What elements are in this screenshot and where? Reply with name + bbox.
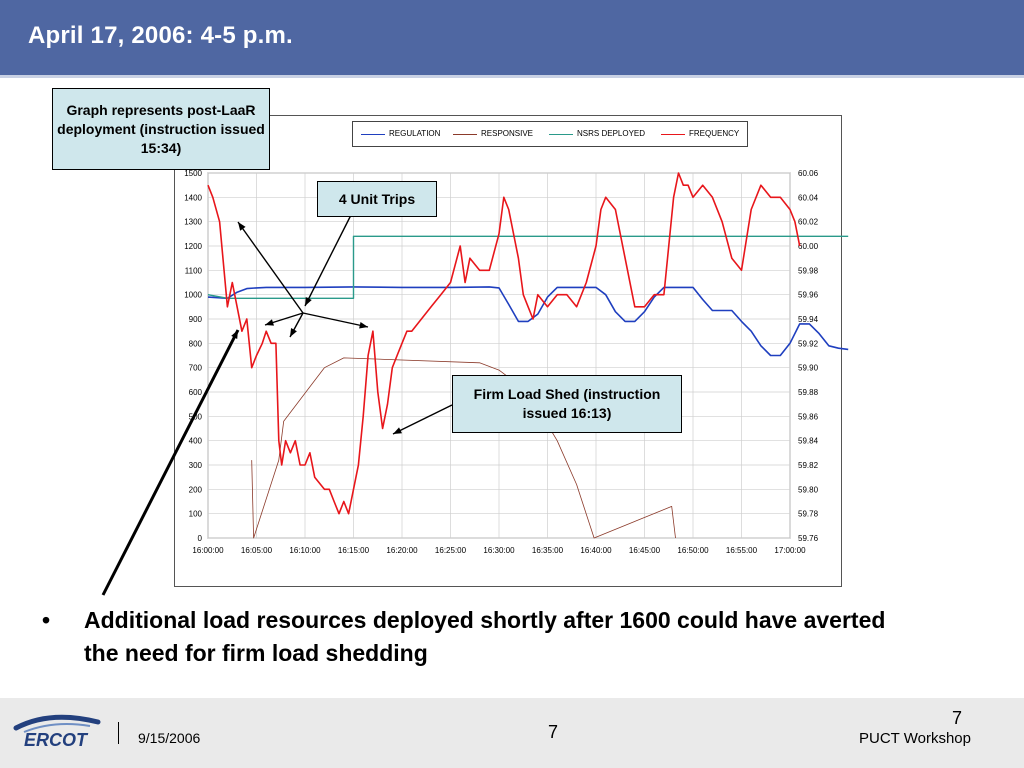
x-tick-label: 16:10:00 (289, 546, 321, 555)
footer-page-number: 7 (548, 722, 559, 742)
y-right-tick-label: 59.92 (798, 339, 819, 348)
y-left-tick-label: 300 (189, 461, 203, 470)
x-tick-label: 16:50:00 (677, 546, 709, 555)
y-right-tick-label: 59.90 (798, 364, 819, 373)
x-tick-label: 16:35:00 (532, 546, 564, 555)
footer-separator (118, 722, 119, 744)
callout-unit-trips: 4 Unit Trips (317, 181, 437, 217)
y-right-tick-label: 59.96 (798, 291, 819, 300)
series-line-frequency (207, 172, 801, 515)
x-tick-label: 16:25:00 (435, 546, 467, 555)
y-right-tick-label: 59.80 (798, 485, 819, 494)
y-left-tick-label: 600 (189, 388, 203, 397)
y-right-tick-label: 59.86 (798, 412, 819, 421)
y-left-tick-label: 800 (189, 339, 203, 348)
slide-footer: ERCOT 9/15/2006 7 7 PUCT Workshop (0, 698, 1024, 768)
y-left-tick-label: 1200 (184, 242, 202, 251)
ercot-logo-icon: ERCOT (13, 714, 101, 750)
bullet-icon: • (42, 607, 51, 633)
x-tick-label: 16:05:00 (241, 546, 273, 555)
y-right-tick-label: 59.98 (798, 266, 819, 275)
logo-text: ERCOT (24, 730, 89, 750)
arrow-callout-unit-trips-head (305, 297, 312, 306)
y-right-tick-label: 59.88 (798, 388, 819, 397)
slide-title: April 17, 2006: 4-5 p.m. (28, 22, 293, 49)
y-left-tick-label: 1100 (185, 266, 203, 275)
arrow-bullet-to-chart-line (101, 329, 240, 596)
arrow-callout-unit-trips-line (304, 214, 352, 307)
y-right-tick-label: 59.78 (798, 510, 819, 519)
arrow-unit-trip-2-head (265, 319, 274, 326)
legend-label-nsrs: NSRS DEPLOYED (577, 129, 646, 138)
arrow-bullet-to-chart-head (231, 330, 238, 339)
x-tick-label: 16:30:00 (483, 546, 515, 555)
series-line-nsrs-deployed (207, 235, 849, 299)
x-tick-label: 16:00:00 (192, 546, 224, 555)
y-right-tick-label: 59.94 (798, 315, 819, 324)
callout-post-laar: Graph represents post-LaaR deployment (i… (52, 88, 270, 170)
callout-firm-load-shed: Firm Load Shed (instruction issued 16:13… (452, 375, 682, 433)
y-right-tick-label: 60.00 (798, 242, 819, 251)
arrow-firm-load-shed-head (393, 427, 402, 434)
x-tick-label: 16:55:00 (726, 546, 758, 555)
y-left-tick-label: 900 (189, 315, 203, 324)
legend-label-responsive: RESPONSIVE (481, 129, 534, 138)
x-tick-label: 16:20:00 (386, 546, 418, 555)
arrow-firm-load-shed-line (392, 404, 453, 435)
arrow-unit-trip-1-head (238, 222, 246, 231)
y-right-tick-label: 59.82 (798, 461, 819, 470)
arrow-unit-trip-4-line (302, 312, 369, 328)
y-left-tick-label: 100 (189, 510, 203, 519)
footer-event-name: PUCT Workshop (859, 730, 971, 747)
legend-swatch-regulation (361, 134, 385, 135)
y-left-tick-label: 200 (189, 485, 203, 494)
y-left-tick-label: 1000 (184, 291, 202, 300)
y-left-tick-label: 1300 (184, 218, 202, 227)
y-right-tick-label: 60.06 (798, 169, 819, 178)
x-tick-label: 16:45:00 (629, 546, 661, 555)
y-right-tick-label: 59.84 (798, 437, 819, 446)
arrow-unit-trip-3-head (290, 328, 297, 337)
x-tick-label: 16:15:00 (338, 546, 370, 555)
y-left-tick-label: 1500 (184, 169, 202, 178)
legend-label-frequency: FREQUENCY (689, 129, 740, 138)
footer-date: 9/15/2006 (138, 730, 201, 746)
legend-label-regulation: REGULATION (389, 129, 441, 138)
y-left-tick-label: 500 (189, 412, 203, 421)
y-left-tick-label: 0 (198, 534, 203, 543)
legend-swatch-frequency (661, 134, 685, 135)
y-left-tick-label: 1400 (184, 193, 202, 202)
y-right-tick-label: 59.76 (798, 534, 819, 543)
y-right-tick-label: 60.04 (798, 193, 819, 202)
x-tick-label: 17:00:00 (774, 546, 806, 555)
arrow-unit-trip-4-head (359, 321, 368, 329)
y-right-tick-label: 60.02 (798, 218, 819, 227)
slide-header: April 17, 2006: 4-5 p.m. (0, 0, 1024, 78)
y-left-tick-label: 700 (189, 364, 203, 373)
x-tick-label: 16:40:00 (580, 546, 612, 555)
footer-page-number-right: 7 (951, 708, 962, 728)
legend-swatch-nsrs (549, 134, 573, 135)
y-left-tick-label: 400 (189, 437, 203, 446)
arrow-unit-trip-1-line (237, 221, 304, 314)
bullet-text: Additional load resources deployed short… (84, 607, 886, 666)
chart-legend: REGULATION RESPONSIVE NSRS DEPLOYED FREQ… (352, 121, 748, 147)
legend-swatch-responsive (453, 134, 477, 135)
